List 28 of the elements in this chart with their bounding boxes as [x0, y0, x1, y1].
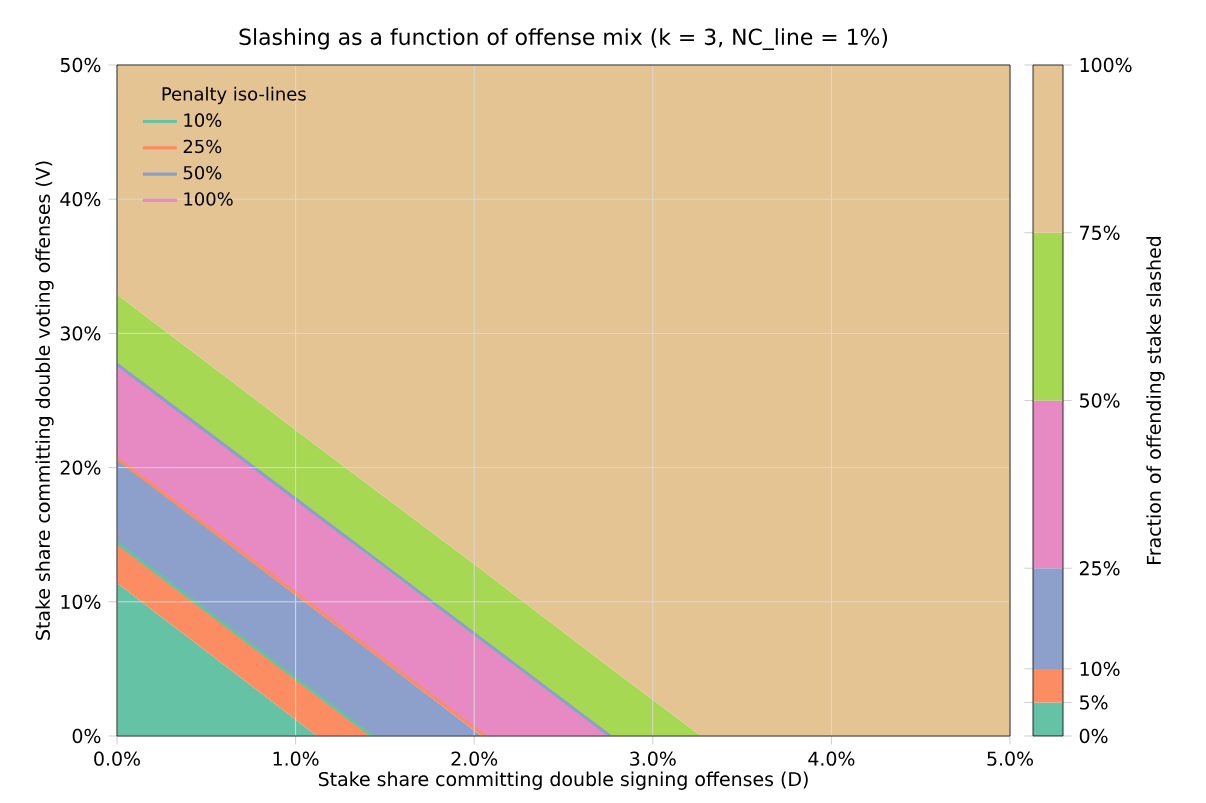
- y-tick-label: 50%: [60, 57, 101, 73]
- y-tick-label: 40%: [60, 192, 101, 207]
- legend-label: 25%: [183, 139, 222, 154]
- color-bar-label: 100%: [1080, 57, 1132, 73]
- y-tick-label: 30%: [60, 326, 101, 341]
- y-tick-label: 10%: [61, 594, 101, 609]
- x-tick-label: 5.0%: [987, 751, 1033, 766]
- x-tick-label: 2.0%: [451, 751, 498, 766]
- color-bar-label: 0%: [1079, 728, 1108, 744]
- x-tick-label: 3.0%: [630, 751, 676, 766]
- y-tick-label: 0%: [72, 728, 101, 744]
- color-bar-label: 25%: [1079, 561, 1120, 576]
- x-tick-label: 0.0%: [94, 751, 140, 766]
- x-tick-label: 4.0%: [808, 751, 855, 766]
- legend-title: Penalty iso-lines: [162, 86, 306, 105]
- x-axis-title: Stake share committing double signing offenses (D): [318, 771, 808, 790]
- legend-label: 100%: [184, 192, 233, 206]
- legend-label: 50%: [183, 165, 222, 180]
- color-bar-label: 50%: [1080, 393, 1120, 408]
- color-bar-label: 5%: [1080, 695, 1108, 710]
- y-tick-label: 20%: [60, 460, 101, 475]
- color-bar-title: Fraction of offending stake slashed: [1146, 236, 1165, 564]
- color-bar-label: 10%: [1080, 661, 1120, 677]
- legend-label: 10%: [184, 113, 222, 127]
- color-bar-label: 75%: [1080, 225, 1120, 240]
- x-tick-label: 1.0%: [273, 751, 319, 766]
- y-axis-title: Stake share committing double voting offenses (V): [35, 161, 54, 640]
- chart-title: Slashing as a function of offense mix (k = 3, NC_line = 1%): [239, 28, 888, 50]
